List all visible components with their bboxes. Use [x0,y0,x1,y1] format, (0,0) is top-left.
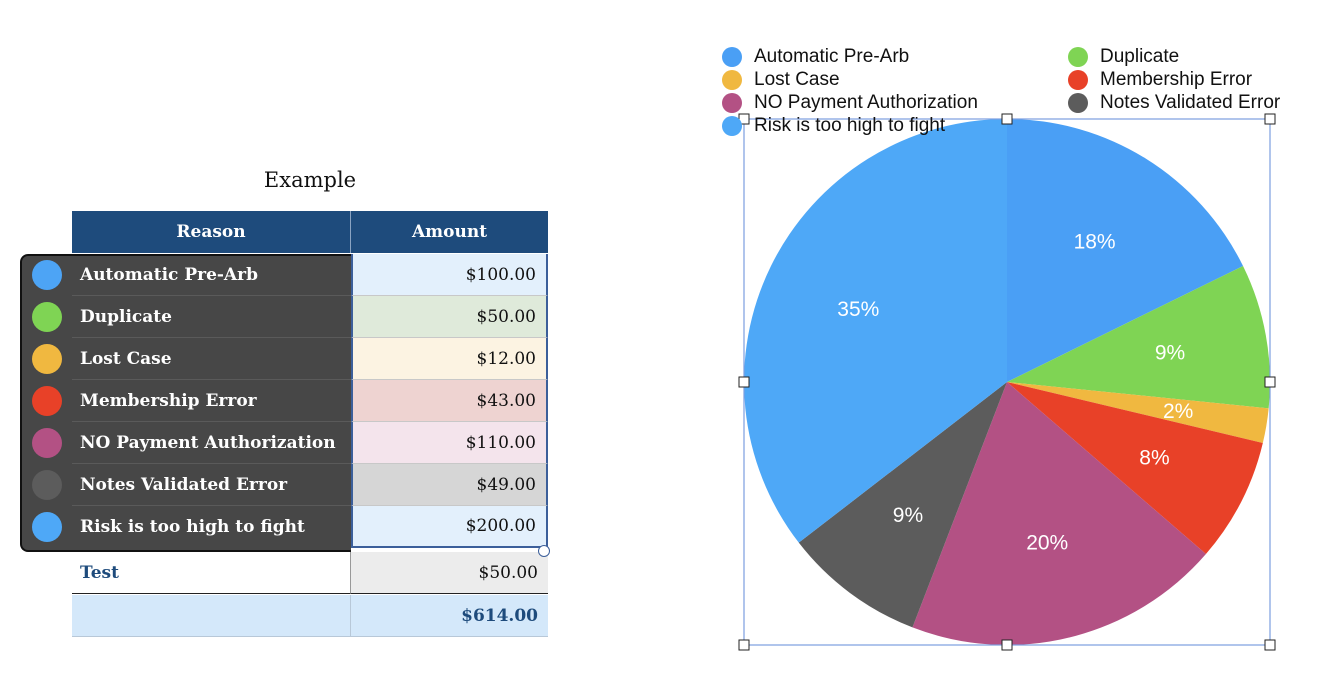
pie-slice-label: 8% [1139,447,1169,470]
reason-cell[interactable]: NO Payment Authorization [72,422,351,464]
pie-slice[interactable] [1007,382,1263,555]
reason-cell[interactable]: Test [72,552,351,594]
legend-item[interactable]: Lost Case [722,69,840,91]
table-row[interactable]: Risk is too high to fight $200.00 [32,506,548,548]
total-amount-cell[interactable]: $614.00 [351,595,548,637]
reason-cell[interactable]: Notes Validated Error [72,464,351,506]
resize-handle[interactable] [1001,113,1013,125]
table-row[interactable]: NO Payment Authorization $110.00 [32,422,548,464]
color-swatch [32,260,62,290]
table-row[interactable]: Automatic Pre-Arb $100.00 [32,254,548,296]
color-swatch [32,344,62,374]
pie-slice-label: 9% [893,504,923,527]
amount-cell[interactable]: $49.00 [351,464,548,506]
pie-slice[interactable] [798,382,1007,628]
legend-item[interactable]: Membership Error [1068,69,1252,91]
legend-swatch [722,47,742,67]
legend-swatch [722,116,742,136]
resize-handle[interactable] [738,376,750,388]
color-swatch [32,428,62,458]
reason-cell[interactable]: Automatic Pre-Arb [72,254,351,296]
pie-slices [744,119,1270,646]
legend-item[interactable]: Automatic Pre-Arb [722,46,909,68]
selection-resize-handle[interactable] [538,545,550,557]
table-title: Example [263,168,357,192]
legend-label: NO Payment Authorization [754,92,978,113]
color-swatch [32,512,62,542]
legend-swatch [1068,47,1088,67]
amount-cell[interactable]: $50.00 [351,296,548,338]
legend-label: Risk is too high to fight [754,115,946,136]
pie-slice-label: 20% [1026,532,1068,555]
legend-item[interactable]: Notes Validated Error [1068,92,1280,114]
header-amount[interactable]: Amount [351,211,548,253]
pie-slice[interactable] [1007,266,1270,409]
reason-cell[interactable]: Risk is too high to fight [80,517,305,537]
color-swatch [32,470,62,500]
amount-cell[interactable]: $12.00 [351,338,548,380]
pie-slice-label: 35% [837,298,879,321]
legend-label: Lost Case [754,69,840,90]
reason-cell[interactable]: Duplicate [72,296,351,338]
color-swatch [32,386,62,416]
legend-item[interactable]: Risk is too high to fight [722,115,945,137]
table-row[interactable]: Membership Error $43.00 [32,380,548,422]
resize-handle[interactable] [738,639,750,651]
resize-handle[interactable] [1264,639,1276,651]
legend-swatch [1068,93,1088,113]
legend-item[interactable]: NO Payment Authorization [722,92,978,114]
legend-swatch [1068,70,1088,90]
legend-swatch [722,70,742,90]
legend-label: Notes Validated Error [1100,92,1281,113]
total-label-cell[interactable] [72,595,351,637]
reason-cell[interactable]: Lost Case [72,338,351,380]
pie-slice[interactable] [1007,382,1269,443]
pie-slice[interactable] [1007,119,1244,382]
table-row-test[interactable]: Test $50.00 [72,552,548,594]
pie-slice[interactable] [912,382,1206,646]
amount-cell[interactable]: $43.00 [351,380,548,422]
table-row[interactable]: Duplicate $50.00 [32,296,548,338]
resize-handle[interactable] [1001,639,1013,651]
amount-cell[interactable]: $50.00 [351,552,548,594]
reason-cell[interactable]: Membership Error [72,380,351,422]
legend-label: Membership Error [1100,69,1253,90]
resize-handle[interactable] [1264,376,1276,388]
table-row[interactable]: Lost Case $12.00 [32,338,548,380]
table-row[interactable]: Notes Validated Error $49.00 [32,464,548,506]
legend-swatch [722,93,742,113]
pie-slice[interactable] [744,119,1007,543]
legend-label: Automatic Pre-Arb [754,46,910,67]
pie-slice-label: 9% [1155,342,1185,365]
amount-cell[interactable]: $110.00 [351,422,548,464]
amount-cell[interactable]: $200.00 [351,506,548,548]
pie-slice-label: 18% [1074,230,1116,253]
legend-item[interactable]: Duplicate [1068,46,1179,68]
resize-handle[interactable] [1264,113,1276,125]
pie-slice-label: 2% [1163,400,1193,423]
table-row-total[interactable]: $614.00 [72,595,548,637]
header-reason[interactable]: Reason [72,211,351,253]
selected-rows-block [20,254,351,552]
amount-cell[interactable]: $100.00 [351,254,548,296]
color-swatch [32,302,62,332]
legend-label: Duplicate [1100,46,1180,67]
